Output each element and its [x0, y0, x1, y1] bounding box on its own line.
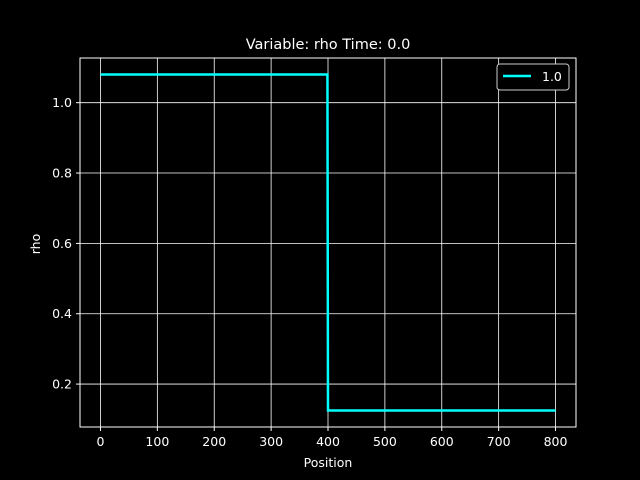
series — [100, 73, 556, 412]
legend-frame — [496, 63, 570, 91]
x-tick-label: 400 — [316, 434, 340, 449]
y-tick-label: 0.8 — [52, 166, 72, 181]
x-tick-label: 0 — [97, 434, 105, 449]
x-tick-label: 300 — [259, 434, 283, 449]
y-tick-label: 1.0 — [52, 95, 72, 110]
x-tick-label: 600 — [430, 434, 454, 449]
series-line — [100, 73, 556, 412]
x-tick-label: 500 — [373, 434, 397, 449]
legend-label: 1.0 — [542, 69, 562, 84]
x-axis-label: Position — [304, 455, 353, 470]
x-tick-label: 800 — [544, 434, 568, 449]
y-tick-label: 0.6 — [52, 236, 72, 251]
legend: 1.0 — [496, 63, 570, 91]
axis-ticks: 0 100 200 300 400 500 600 700 800 0.2 0.4 0.6 0.8 1.0 — [52, 95, 567, 449]
y-axis-label: rho — [28, 234, 43, 255]
y-tick-label: 0.2 — [52, 377, 72, 392]
chart-title: Variable: rho Time: 0.0 — [246, 37, 411, 53]
x-tick-label: 100 — [145, 434, 169, 449]
x-tick-label: 200 — [202, 434, 226, 449]
y-tick-label: 0.4 — [52, 306, 72, 321]
x-tick-label: 700 — [487, 434, 511, 449]
